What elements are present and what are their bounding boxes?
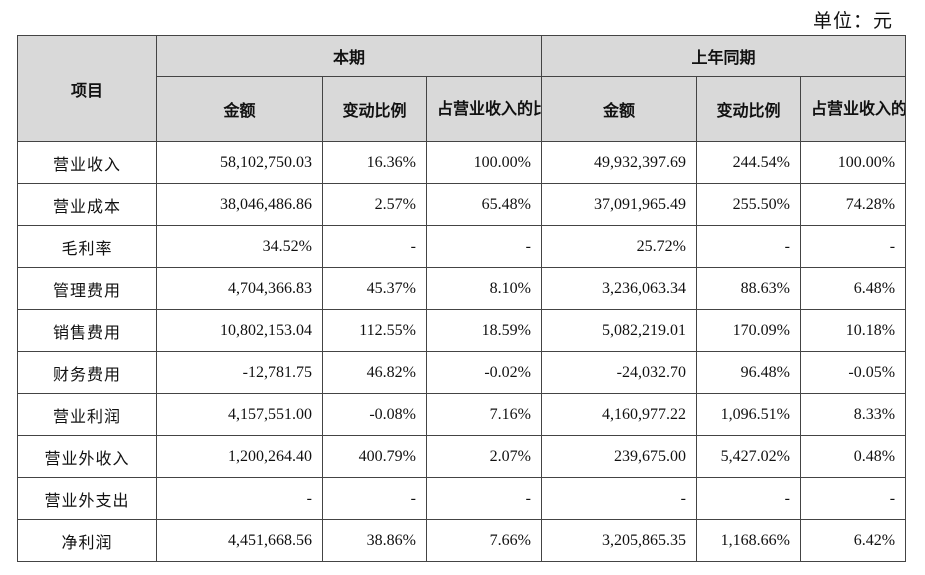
prior-amount-cell: 25.72% <box>541 225 697 268</box>
current-share-cell: 7.16% <box>426 393 542 436</box>
header-current-share: 占营业收入的比重 <box>426 76 542 142</box>
current-share-cell: 18.59% <box>426 309 542 352</box>
header-prior-share: 占营业收入的比重 <box>799 76 907 142</box>
prior-share-cell: 6.42% <box>799 519 907 562</box>
prior-amount-cell: 3,236,063.34 <box>541 267 697 310</box>
header-row-1: 项目 本期 上年同期 <box>17 35 907 142</box>
current-change-cell: 2.57% <box>322 183 427 226</box>
prior-change-cell: 244.54% <box>696 141 801 184</box>
prior-change-cell: 255.50% <box>696 183 801 226</box>
header-prior-period: 上年同期 <box>540 35 907 77</box>
current-change-cell: 38.86% <box>322 519 427 562</box>
prior-change-cell: 88.63% <box>696 267 801 310</box>
prior-share-cell: - <box>799 477 907 520</box>
current-amount-cell: 58,102,750.03 <box>156 141 323 184</box>
header-current-period: 本期 <box>156 35 542 77</box>
table-row: 营业利润 4,157,551.00 -0.08% 7.16% 4,160,977.22 1… <box>17 393 907 436</box>
current-amount-cell: - <box>156 477 323 520</box>
prior-share-cell: 6.48% <box>799 267 907 310</box>
prior-change-cell: 1,168.66% <box>696 519 801 562</box>
current-change-cell: - <box>322 225 427 268</box>
prior-amount-cell: 3,205,865.35 <box>541 519 697 562</box>
header-item: 项目 <box>17 35 157 142</box>
table-row: 管理费用 4,704,366.83 45.37% 8.10% 3,236,063.34 8… <box>17 267 907 310</box>
current-share-cell: 7.66% <box>426 519 542 562</box>
current-amount-cell: 34.52% <box>156 225 323 268</box>
current-share-cell: 2.07% <box>426 435 542 478</box>
prior-amount-cell: 37,091,965.49 <box>541 183 697 226</box>
prior-share-cell: -0.05% <box>799 351 907 394</box>
current-share-cell: 8.10% <box>426 267 542 310</box>
current-amount-cell: 4,451,668.56 <box>156 519 323 562</box>
prior-change-cell: 96.48% <box>696 351 801 394</box>
table-row: 财务费用 -12,781.75 46.82% -0.02% -24,032.70 96.4… <box>17 351 907 394</box>
row-label: 毛利率 <box>17 225 157 268</box>
current-share-cell: 65.48% <box>426 183 542 226</box>
current-change-cell: 16.36% <box>322 141 427 184</box>
row-label: 营业外支出 <box>17 477 157 520</box>
current-amount-cell: 4,157,551.00 <box>156 393 323 436</box>
table-row: 营业外支出 - - - - - - <box>17 477 907 520</box>
prior-amount-cell: 49,932,397.69 <box>541 141 697 184</box>
row-label: 销售费用 <box>17 309 157 352</box>
prior-change-cell: - <box>696 225 801 268</box>
current-share-cell: 100.00% <box>426 141 542 184</box>
current-share-cell: - <box>426 225 542 268</box>
row-label: 营业利润 <box>17 393 157 436</box>
table-row: 毛利率 34.52% - -25.72% - - <box>17 225 907 268</box>
current-share-cell: - <box>426 477 542 520</box>
prior-change-cell: 1,096.51% <box>696 393 801 436</box>
header-row-2: 金额 变动比例 占营业收入的比重 金额 变动比例 占营业收入的比重 <box>18 76 907 142</box>
table-row: 净利润 4,451,668.56 38.86% 7.66% 3,205,865.35 1,… <box>17 519 907 562</box>
row-label: 营业外收入 <box>17 435 157 478</box>
current-change-cell: 400.79% <box>322 435 427 478</box>
prior-share-cell: 10.18% <box>799 309 907 352</box>
current-share-cell: -0.02% <box>426 351 542 394</box>
unit-label: 单位：元 <box>812 10 893 32</box>
current-amount-cell: 1,200,264.40 <box>156 435 323 478</box>
current-amount-cell: 10,802,153.04 <box>156 309 323 352</box>
prior-share-cell: 0.48% <box>799 435 907 478</box>
current-amount-cell: 38,046,486.86 <box>156 183 323 226</box>
prior-change-cell: 5,427.02% <box>696 435 801 478</box>
prior-share-cell: 100.00% <box>799 141 907 184</box>
current-change-cell: 112.55% <box>322 309 427 352</box>
header-prior-change: 变动比例 <box>696 76 801 142</box>
row-label: 净利润 <box>17 519 157 562</box>
row-label: 营业成本 <box>17 183 157 226</box>
current-change-cell: - <box>322 477 427 520</box>
prior-share-cell: 74.28% <box>799 183 907 226</box>
row-label: 管理费用 <box>17 267 157 310</box>
prior-amount-cell: -24,032.70 <box>541 351 697 394</box>
prior-amount-cell: 239,675.00 <box>541 435 697 478</box>
financial-table: 项目 本期 上年同期 金额 变动比例 占营业收入的比重 金额 变动比例 占营业收… <box>17 35 907 562</box>
current-amount-cell: -12,781.75 <box>156 351 323 394</box>
row-label: 财务费用 <box>17 351 157 394</box>
row-label: 营业收入 <box>17 141 157 184</box>
current-change-cell: 46.82% <box>322 351 427 394</box>
prior-change-cell: 170.09% <box>696 309 801 352</box>
header-prior-amount: 金额 <box>541 76 697 142</box>
current-change-cell: 45.37% <box>322 267 427 310</box>
table-row: 营业成本 38,046,486.86 2.57% 65.48% 37,091,965.4… <box>17 183 907 226</box>
prior-share-cell: - <box>799 225 907 268</box>
prior-amount-cell: - <box>541 477 697 520</box>
prior-share-cell: 8.33% <box>799 393 907 436</box>
header-current-change: 变动比例 <box>322 76 427 142</box>
prior-amount-cell: 5,082,219.01 <box>541 309 697 352</box>
prior-amount-cell: 4,160,977.22 <box>541 393 697 436</box>
current-amount-cell: 4,704,366.83 <box>156 267 323 310</box>
header-current-amount: 金额 <box>156 76 323 142</box>
table-row: 营业外收入 1,200,264.40 400.79% 2.07% 239,675.00 5… <box>17 435 907 478</box>
table-row: 营业收入 58,102,750.03 16.36% 100.00% 49,932,397… <box>17 141 907 184</box>
current-change-cell: -0.08% <box>322 393 427 436</box>
next-page-fragment <box>20 568 180 575</box>
prior-change-cell: - <box>696 477 801 520</box>
table-row: 销售费用 10,802,153.04 112.55% 18.59% 5,082,219.… <box>17 309 907 352</box>
